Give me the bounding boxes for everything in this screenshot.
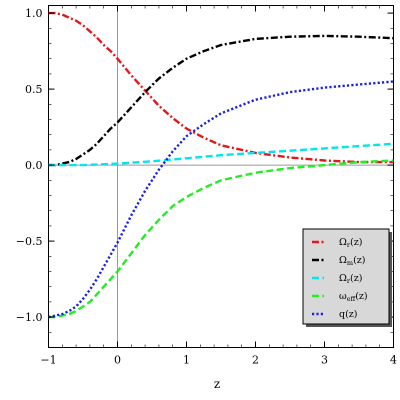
series-line-3 <box>48 159 394 319</box>
y-tick-label: −0.5 <box>16 235 43 248</box>
y-tick-label: 0.0 <box>25 159 43 172</box>
legend: Ωr(z) Ωm(z) Ωr(z) ωeff(z) q(z) <box>302 228 392 327</box>
x-tick-label: 1 <box>183 354 190 367</box>
x-tick-label: 2 <box>252 354 259 367</box>
x-tick-label: 4 <box>390 354 397 367</box>
legend-label: ωeff(z) <box>339 291 368 303</box>
legend-label: q(z) <box>339 309 358 320</box>
x-tick-label: 0 <box>114 354 121 367</box>
plot-frame <box>48 5 394 348</box>
series-line-2 <box>48 142 394 167</box>
legend-label: Ωr(z) <box>339 273 362 285</box>
x-tick-label: 3 <box>321 354 328 367</box>
series-line-1 <box>48 34 394 167</box>
y-tick-label: 1.0 <box>25 7 43 20</box>
series-line-4 <box>48 80 394 319</box>
ticks-layer: −1 0 1 2 3 4 −1.0 −0.5 0.0 0.5 1.0 <box>16 5 397 367</box>
legend-label: Ωr(z) <box>339 237 362 249</box>
y-tick-label: −1.0 <box>16 311 43 324</box>
legend-label: Ωm(z) <box>339 255 365 267</box>
series-line-0 <box>48 11 394 164</box>
y-tick-label: 0.5 <box>25 83 43 96</box>
series-layer <box>48 11 394 319</box>
x-axis-title: z <box>214 377 220 391</box>
legend-box <box>302 228 390 325</box>
x-tick-label: −1 <box>40 354 56 367</box>
